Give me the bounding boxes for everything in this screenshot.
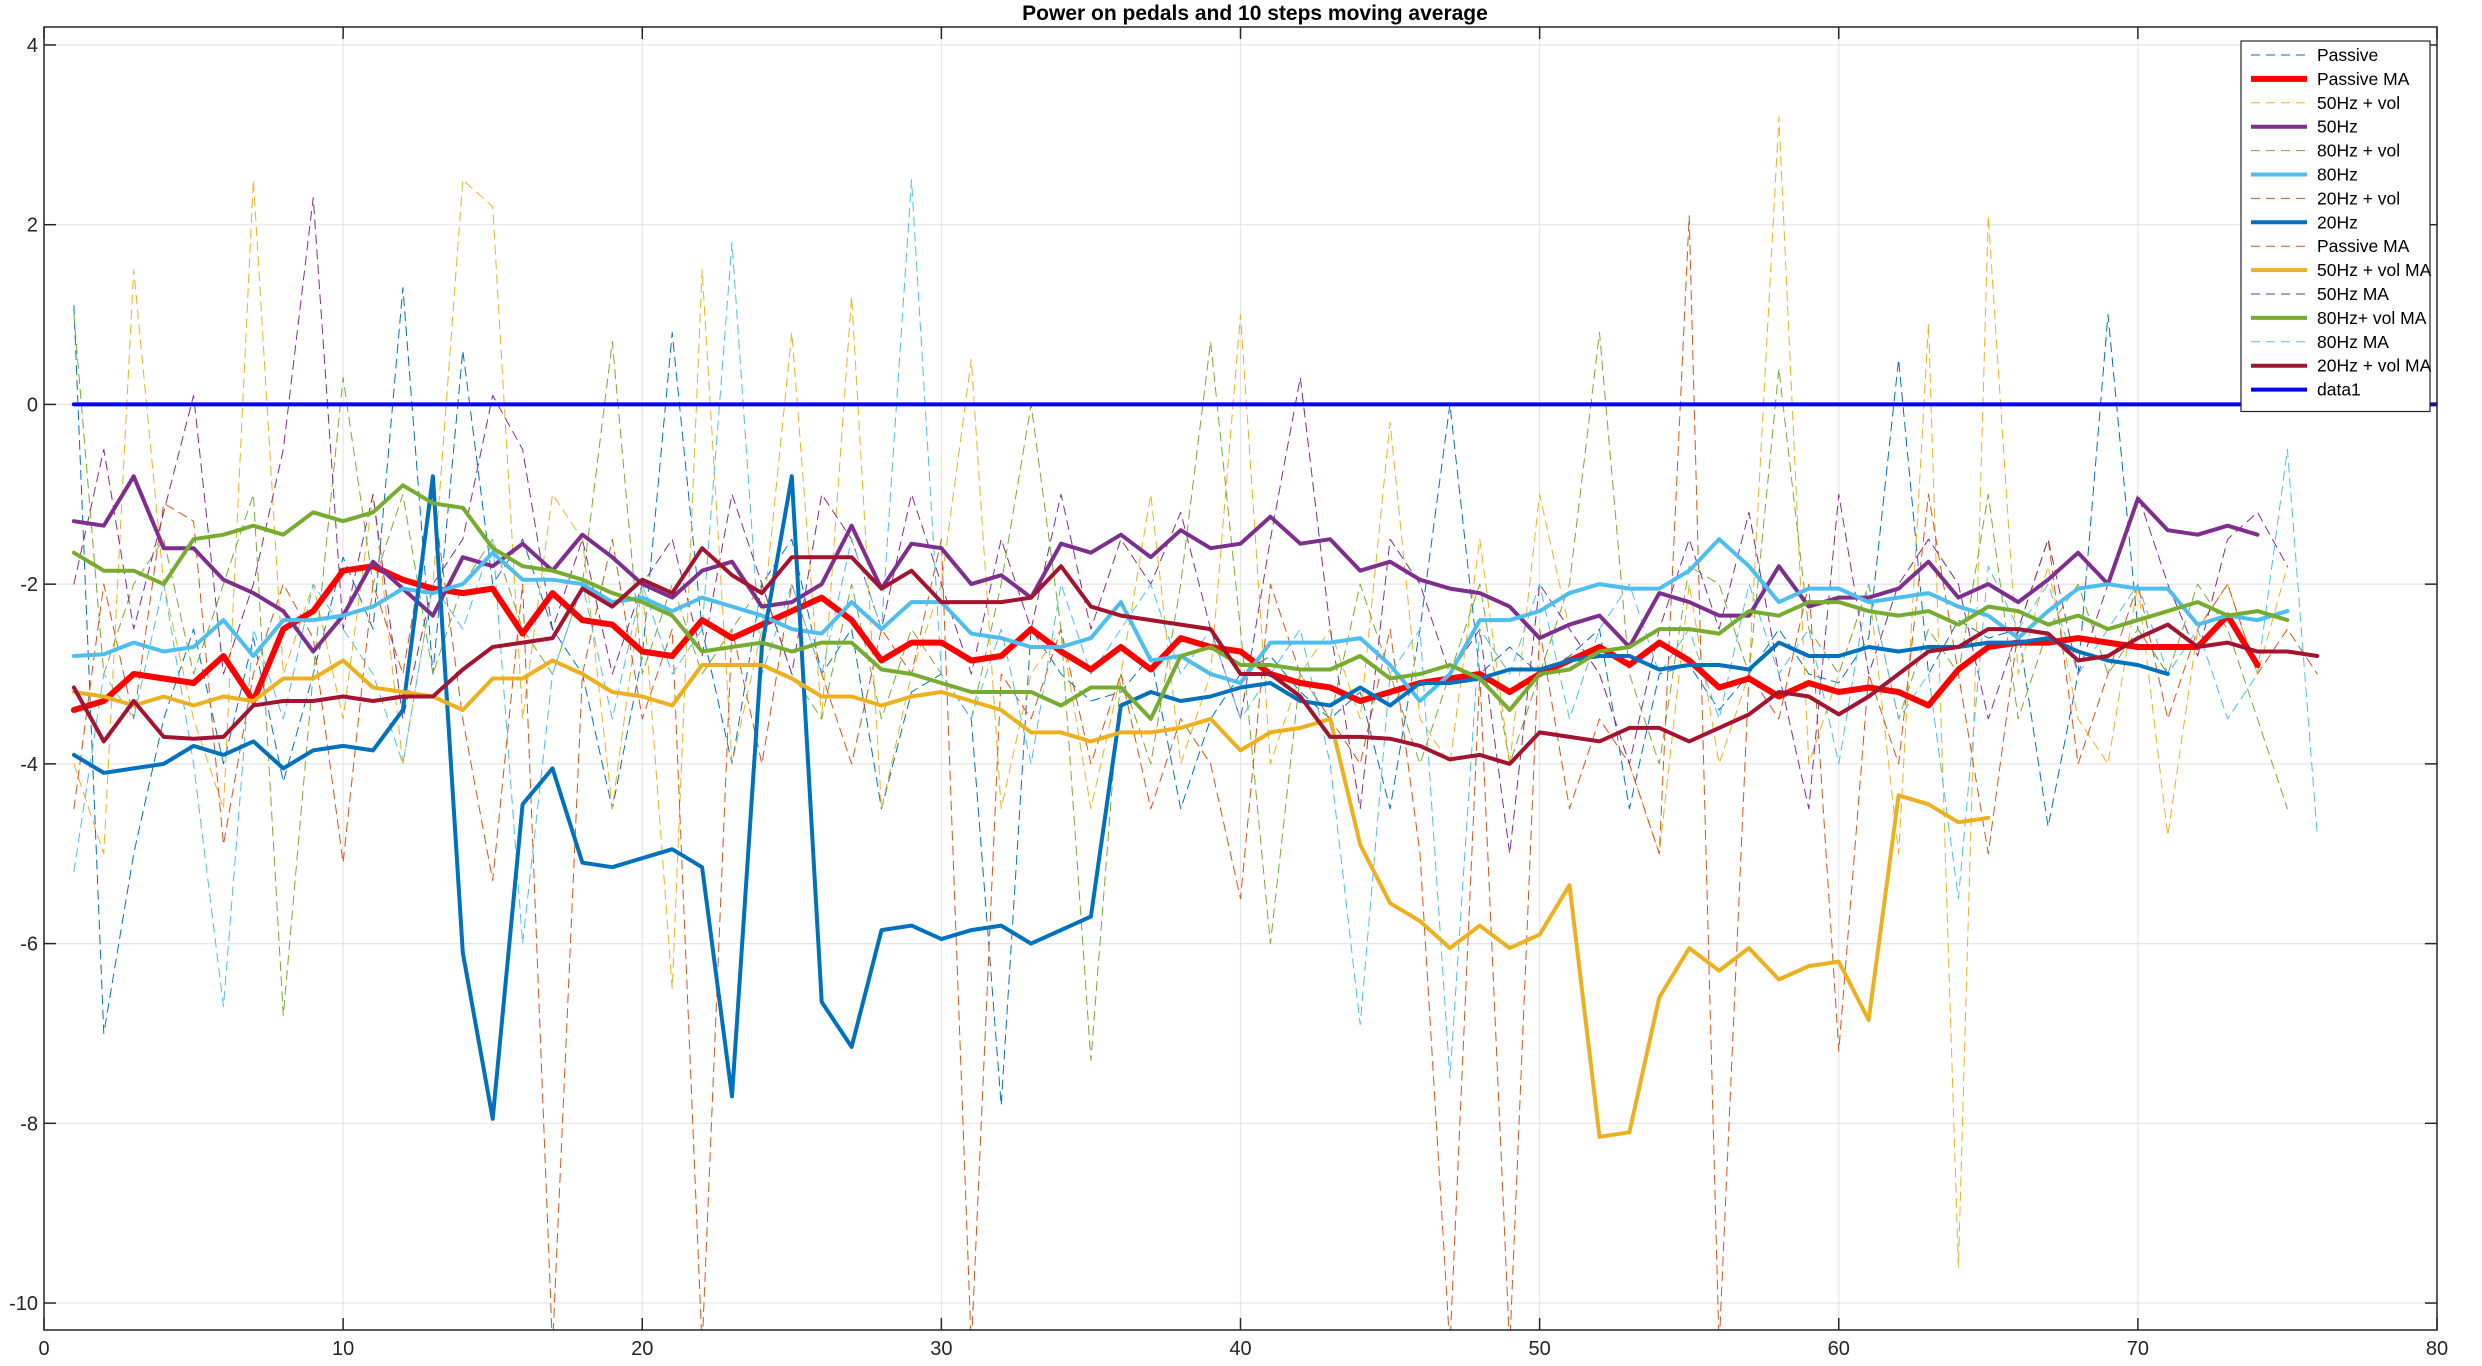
- legend-label[interactable]: Passive: [2317, 45, 2378, 65]
- series-line-passive-ma-1: [70, 563, 2261, 713]
- x-tick-label: 20: [631, 1338, 653, 1360]
- x-tick-label: 0: [38, 1338, 49, 1360]
- x-tick-label: 50: [1529, 1338, 1551, 1360]
- legend-label[interactable]: 20Hz + vol MA: [2317, 356, 2432, 376]
- legend-label[interactable]: 50Hz + vol: [2317, 93, 2400, 113]
- legend-label[interactable]: Passive MA: [2317, 69, 2410, 89]
- legend-label[interactable]: 50Hz + vol MA: [2317, 260, 2432, 280]
- y-tick-label: -10: [9, 1293, 38, 1315]
- y-tick-label: 2: [27, 215, 38, 237]
- series-line-passive-0: [73, 287, 2169, 1106]
- y-tick-label: 0: [27, 394, 38, 416]
- x-tick-label: 40: [1229, 1338, 1251, 1360]
- legend-label[interactable]: 50Hz MA: [2317, 284, 2389, 304]
- series-line-50hz-vol-ma-9: [71, 658, 1991, 1139]
- series-line-20hz-vol-ma-13: [71, 546, 2320, 766]
- series-line-80hz-vol-ma-11: [71, 483, 2290, 721]
- grid-lines: [43, 27, 2438, 1330]
- legend-label[interactable]: 20Hz + vol: [2317, 188, 2400, 208]
- y-tick-label: -6: [20, 934, 38, 956]
- x-tick-label: 10: [332, 1338, 354, 1360]
- x-tick-label: 30: [930, 1338, 952, 1360]
- legend-label[interactable]: 20Hz: [2317, 212, 2358, 232]
- legend-label[interactable]: 80Hz + vol: [2317, 141, 2400, 161]
- y-tick-label: -8: [20, 1113, 38, 1135]
- series-line-20hz-7: [71, 474, 2170, 1121]
- series-line-20hz-vol-6: [73, 215, 2318, 1330]
- x-tick-label: 70: [2127, 1338, 2149, 1360]
- legend-label[interactable]: 50Hz: [2317, 117, 2358, 137]
- legend-label[interactable]: 80Hz MA: [2317, 332, 2389, 352]
- legend-label[interactable]: data1: [2317, 380, 2361, 400]
- x-tick-label: 60: [1828, 1338, 1850, 1360]
- y-tick-label: -2: [20, 574, 38, 596]
- series-line-50hz-ma-10: [73, 197, 2288, 855]
- axis-ticks: 0 10 20 30 40 50 60 70 80 -10 -8 -6 -4 -2 0 2 4: [9, 27, 2448, 1360]
- y-tick-label: 4: [27, 35, 38, 57]
- chart-title: Power on pedals and 10 steps moving aver…: [1022, 2, 1488, 25]
- plot-series: [70, 116, 2437, 1330]
- legend-label[interactable]: 80Hz: [2317, 165, 2358, 185]
- legend[interactable]: Passive Passive MA 50Hz + vol 50Hz 80Hz + vo…: [2240, 40, 2432, 413]
- legend-label[interactable]: 80Hz+ vol MA: [2317, 308, 2427, 328]
- x-tick-label: 80: [2426, 1338, 2448, 1360]
- legend-label[interactable]: Passive MA: [2317, 236, 2410, 256]
- series-line-50hz-3: [71, 474, 2260, 654]
- y-tick-label: -4: [20, 754, 38, 776]
